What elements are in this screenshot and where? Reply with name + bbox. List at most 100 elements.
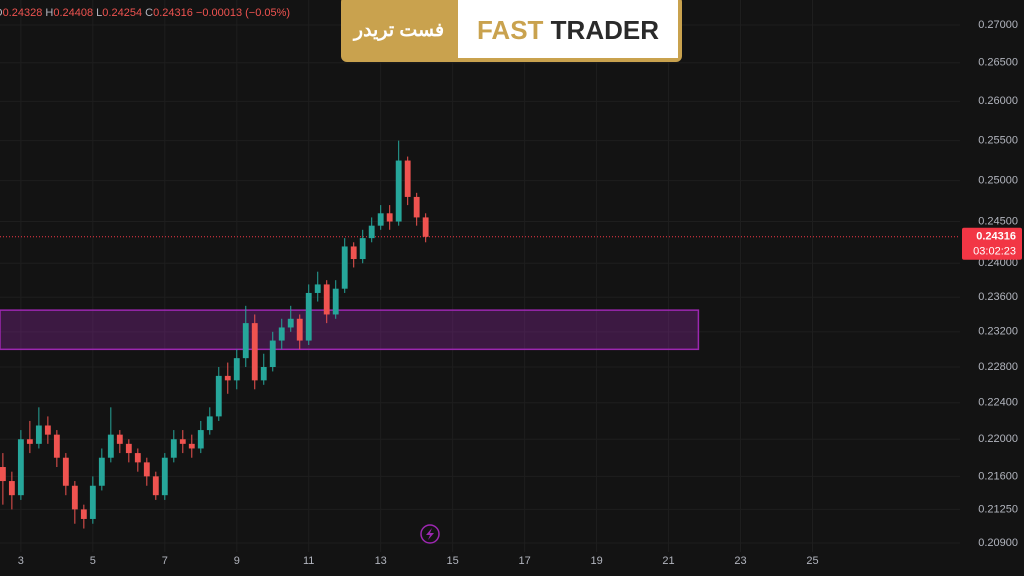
candle-body <box>368 225 375 239</box>
candle-body <box>26 439 33 444</box>
ohlc-change: −0.00013 (−0.05%) <box>196 7 290 19</box>
candle-body <box>197 430 204 449</box>
ohlc-key: H <box>45 7 53 19</box>
lightning-icon <box>420 524 440 544</box>
ohlc-value: 0.24316 <box>153 7 193 19</box>
candle-body <box>314 284 321 293</box>
x-tick-label: 3 <box>18 555 24 567</box>
candle-body <box>125 443 132 454</box>
candle-body <box>17 439 24 496</box>
candle-body <box>35 425 42 444</box>
logo: فست تریدر FAST TRADER <box>341 0 682 62</box>
candle-body <box>305 292 312 341</box>
candle-body <box>62 457 69 486</box>
x-tick-label: 5 <box>90 555 96 567</box>
ohlc-key: O <box>0 7 3 19</box>
candle-body <box>134 453 141 463</box>
candle-body <box>0 467 6 482</box>
logo-persian: فست تریدر <box>352 20 444 41</box>
x-tick-label: 17 <box>518 555 530 567</box>
logo-panel <box>458 0 678 58</box>
y-tick-label: 0.25000 <box>978 175 1018 187</box>
logo-brand: FAST TRADER <box>477 15 659 45</box>
candle-body <box>404 160 411 197</box>
plot <box>0 140 960 529</box>
y-tick-label: 0.27000 <box>978 19 1018 31</box>
candle-body <box>242 323 249 359</box>
candle-body <box>341 246 348 289</box>
candle-body <box>278 327 285 341</box>
x-tick-label: 21 <box>662 555 674 567</box>
candle-body <box>359 238 366 260</box>
x-tick-label: 11 <box>303 555 314 567</box>
candle-body <box>98 457 105 486</box>
y-tick-label: 0.22000 <box>978 433 1018 445</box>
candle-body <box>107 434 114 458</box>
countdown-label: 03:02:23 <box>973 246 1016 258</box>
icon-bolt <box>426 528 434 540</box>
y-tick-label: 0.26000 <box>978 95 1018 107</box>
price-label-box <box>962 227 1022 260</box>
candle-body <box>170 439 177 458</box>
x-tick-label: 15 <box>447 555 459 567</box>
candle-body <box>233 358 240 381</box>
y-tick-label: 0.24000 <box>978 257 1018 269</box>
y-tick-label: 0.21600 <box>978 470 1018 482</box>
y-tick-label: 0.22800 <box>978 361 1018 373</box>
axis: 0.20900 0.21250 0.21600 0.22000 0.22400 0.228… <box>18 19 1022 567</box>
candle-body <box>296 318 303 341</box>
candle-body <box>80 509 87 519</box>
candle-body <box>215 375 222 417</box>
zone <box>0 309 700 351</box>
ohlc-legend: O0.24328 H0.24408 L0.24254 C0.24316 −0.0… <box>0 7 290 19</box>
candle-body <box>161 457 168 496</box>
candle-body <box>179 439 186 444</box>
candle-body <box>287 318 294 328</box>
y-tick-label: 0.23200 <box>978 326 1018 338</box>
y-tick-label: 0.22400 <box>978 397 1018 409</box>
ohlc-value: 0.24254 <box>102 7 142 19</box>
candle-body <box>152 476 159 496</box>
candle-body <box>413 196 420 218</box>
ohlc-value: 0.24408 <box>53 7 93 19</box>
candle-body <box>224 375 231 381</box>
y-tick-label: 0.24500 <box>978 215 1018 227</box>
candle-body <box>53 434 60 458</box>
y-tick-label: 0.25500 <box>978 135 1018 147</box>
x-tick-label: 19 <box>590 555 602 567</box>
ohlc-key: L <box>96 7 102 19</box>
candle-body <box>188 443 195 449</box>
x-tick-label: 13 <box>375 555 387 567</box>
candle-body <box>71 485 78 510</box>
candle-body <box>260 366 267 381</box>
x-tick-label: 23 <box>734 555 746 567</box>
price-label: 0.24316 <box>976 231 1016 243</box>
logo-brand-b: TRADER <box>551 15 660 45</box>
candle-body <box>206 416 213 431</box>
candle-body <box>332 288 339 315</box>
icon-ring <box>420 524 440 544</box>
candle-body <box>116 434 123 444</box>
x-tick-label: 25 <box>806 555 818 567</box>
candle-body <box>386 213 393 222</box>
ohlc-key: C <box>145 7 153 19</box>
y-tick-label: 0.20900 <box>978 537 1018 549</box>
x-tick-label: 7 <box>162 555 168 567</box>
y-tick-label: 0.23600 <box>978 291 1018 303</box>
candle-body <box>89 485 96 519</box>
candle-body <box>422 217 429 237</box>
candle-body <box>377 213 384 226</box>
candle-body <box>323 284 330 315</box>
y-tick-label: 0.21250 <box>978 503 1018 515</box>
logo-brand-a: FAST <box>477 15 544 45</box>
candle-body <box>350 246 357 260</box>
x-tick-label: 9 <box>234 555 240 567</box>
candle-body <box>251 323 258 381</box>
ohlc-value: 0.24328 <box>3 7 43 19</box>
candle-body <box>8 481 15 496</box>
candle-body <box>395 160 402 222</box>
candle-body <box>44 425 51 435</box>
